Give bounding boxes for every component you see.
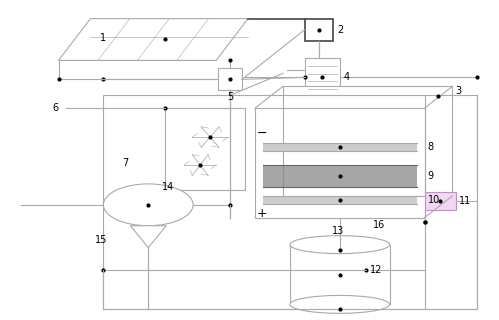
Ellipse shape (103, 184, 193, 226)
Text: 8: 8 (428, 142, 434, 152)
Polygon shape (58, 19, 248, 60)
Text: 9: 9 (428, 171, 434, 181)
Text: +: + (257, 207, 267, 220)
Text: 7: 7 (122, 158, 129, 168)
Text: 11: 11 (460, 196, 472, 206)
Text: 5: 5 (227, 92, 234, 102)
Bar (290, 244, 390, 304)
Ellipse shape (290, 295, 390, 313)
Text: 10: 10 (428, 195, 440, 205)
Text: 14: 14 (162, 182, 175, 192)
Ellipse shape (290, 236, 390, 253)
Text: 3: 3 (456, 86, 462, 96)
Polygon shape (283, 86, 453, 196)
Bar (103, 95, 478, 309)
Text: 12: 12 (370, 265, 382, 275)
Bar (218, 68, 242, 90)
Text: 1: 1 (100, 33, 107, 43)
Bar (165, 108, 245, 190)
Text: 4: 4 (344, 72, 350, 82)
Bar (305, 19, 333, 41)
Text: 15: 15 (95, 235, 108, 245)
Text: 6: 6 (52, 103, 59, 113)
Bar (305, 59, 340, 96)
Text: −: − (257, 127, 267, 140)
Polygon shape (130, 226, 166, 248)
Text: 13: 13 (332, 226, 344, 236)
Text: 2: 2 (337, 25, 343, 35)
Text: 16: 16 (373, 220, 385, 230)
Bar (425, 192, 457, 210)
